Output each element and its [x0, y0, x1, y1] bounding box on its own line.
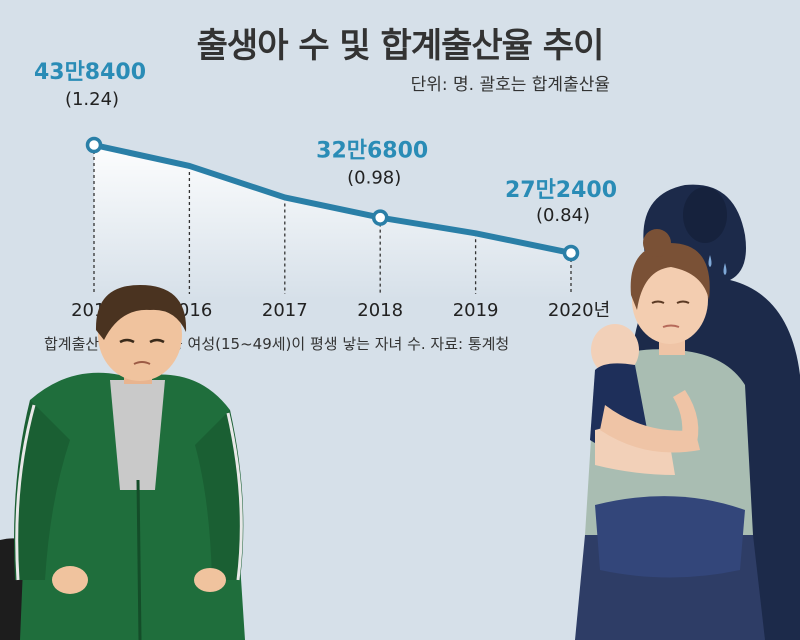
x-tick-label: 2017 — [262, 300, 308, 321]
data-label-rate: (0.98) — [347, 168, 401, 189]
x-tick-label: 2018 — [357, 300, 403, 321]
unit-note: 단위: 명. 괄호는 합계출산율 — [410, 75, 610, 95]
mother-baby-illustration — [575, 184, 800, 640]
data-point-marker — [85, 136, 103, 154]
data-label-rate: (1.24) — [65, 89, 119, 110]
x-tick-label: 2019 — [453, 300, 499, 321]
x-tick-label: 2020년 — [548, 300, 610, 321]
data-label: 43만8400 — [34, 60, 146, 85]
young-man-illustration — [0, 285, 245, 640]
series-line — [91, 142, 574, 256]
line-area-fill — [94, 145, 571, 300]
data-label: 27만2400 — [505, 178, 617, 203]
data-point-marker — [562, 244, 580, 262]
chart-title: 출생아 수 및 합계출산율 추이 — [196, 26, 605, 66]
data-label-rate: (0.84) — [536, 205, 590, 226]
data-point-marker — [371, 209, 389, 226]
data-label: 32만6800 — [316, 139, 428, 164]
